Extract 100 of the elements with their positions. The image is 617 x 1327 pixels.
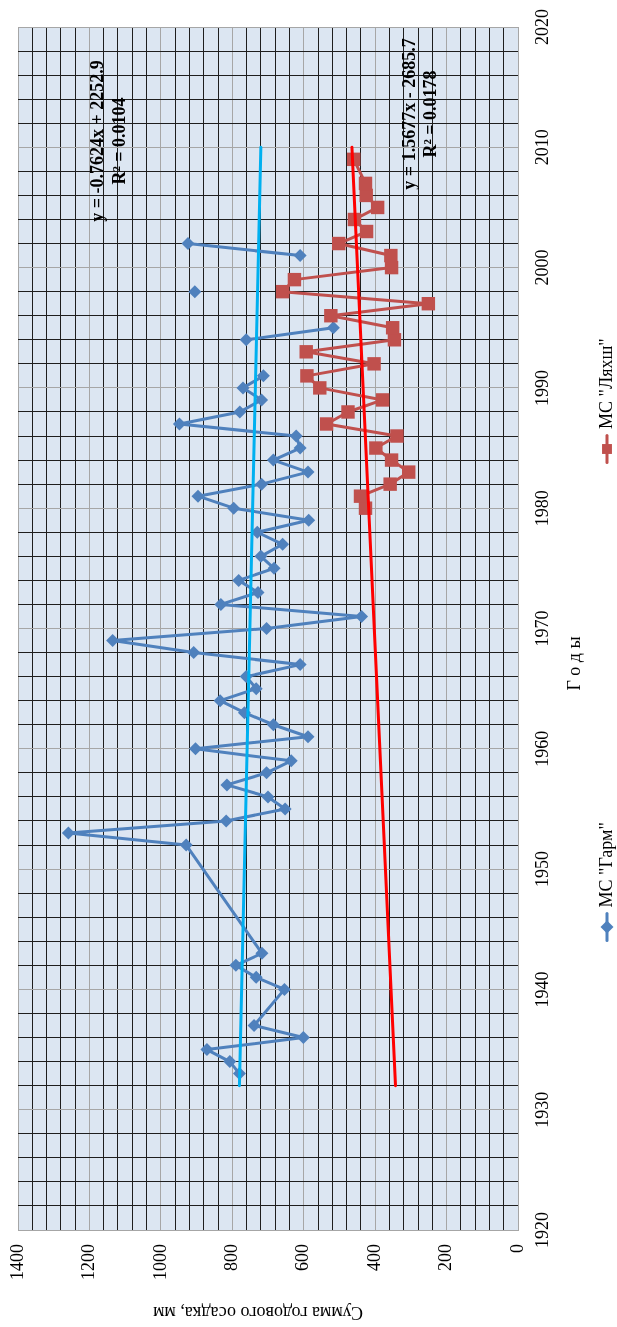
point	[181, 237, 195, 251]
point	[213, 694, 227, 708]
point	[293, 658, 307, 672]
point	[293, 249, 307, 263]
point	[302, 513, 316, 527]
point	[353, 489, 368, 503]
point	[385, 321, 400, 335]
x-tick-label: 1400	[6, 1244, 27, 1280]
point	[390, 429, 404, 443]
point	[267, 561, 281, 575]
y-axis-title: Г о д ы	[563, 636, 584, 691]
y-tick-label: 2020	[531, 9, 552, 45]
y-tick-label: 1950	[531, 851, 552, 888]
y-tick-label: 2010	[531, 129, 552, 166]
x-tick-label: 1200	[78, 1244, 99, 1280]
y-tick-label: 1920	[531, 1212, 552, 1248]
point	[249, 682, 263, 696]
text: МС "Гарм"	[595, 822, 616, 908]
point	[227, 501, 241, 515]
y-tick-label: 1990	[531, 369, 552, 406]
x-tick-label: 1000	[149, 1244, 170, 1280]
x-tick-label: 200	[435, 1244, 456, 1271]
point	[200, 1043, 214, 1057]
point	[359, 188, 373, 203]
point	[319, 417, 334, 431]
point	[284, 754, 298, 768]
point	[247, 1018, 261, 1032]
point	[369, 441, 383, 455]
y-tick-label: 1970	[531, 610, 552, 647]
x-tick-label: 600	[292, 1244, 313, 1271]
point	[260, 622, 274, 635]
point	[287, 272, 302, 287]
point	[293, 441, 307, 455]
point	[179, 838, 193, 852]
point	[106, 634, 120, 648]
point	[421, 296, 436, 311]
point	[313, 381, 327, 395]
y-tick-label: 2000	[531, 249, 552, 286]
point	[187, 646, 201, 660]
point	[384, 248, 398, 263]
point	[172, 417, 186, 431]
point	[355, 609, 369, 623]
point	[301, 465, 315, 479]
annotation: R² = 0.0178	[419, 70, 440, 158]
point	[251, 585, 265, 599]
point	[249, 970, 263, 984]
point	[256, 369, 270, 383]
point	[188, 285, 202, 299]
point	[384, 453, 399, 467]
point	[275, 284, 290, 299]
point	[300, 369, 314, 383]
point	[255, 477, 269, 491]
point	[383, 477, 397, 491]
annotation: y = -0.7624x + 2252.9	[86, 60, 107, 222]
point	[358, 176, 373, 191]
point	[402, 465, 416, 479]
point	[232, 573, 246, 587]
point	[299, 345, 313, 359]
y-tick-label: 1980	[531, 490, 552, 527]
point	[326, 321, 340, 335]
point	[220, 778, 234, 792]
point	[289, 429, 303, 443]
point	[255, 393, 269, 407]
y-tick-label: 1930	[531, 1091, 552, 1128]
point	[324, 309, 338, 323]
point	[239, 333, 253, 347]
point	[261, 790, 275, 804]
x-tick-label: 800	[221, 1244, 242, 1271]
point	[277, 982, 291, 996]
point	[276, 537, 290, 551]
y-tick-label: 1940	[531, 971, 552, 1008]
point	[236, 381, 250, 395]
annotation: R² = 0.0104	[108, 97, 129, 185]
point	[255, 946, 269, 960]
point	[219, 814, 233, 828]
point	[359, 224, 374, 239]
point	[266, 453, 280, 467]
point	[189, 742, 202, 756]
point	[367, 357, 381, 371]
x-axis-title: Сумма годового осадка, мм	[153, 1303, 363, 1324]
point	[214, 597, 228, 611]
point	[260, 766, 274, 780]
point	[370, 200, 385, 215]
point	[296, 1031, 310, 1045]
x-tick-label: 400	[363, 1244, 384, 1271]
y-tick-label: 1960	[531, 730, 552, 767]
point	[266, 718, 280, 732]
point	[332, 236, 346, 251]
point	[223, 1055, 237, 1069]
point	[191, 489, 205, 503]
point	[301, 730, 315, 744]
point	[61, 826, 75, 840]
x-tick-label: 0	[506, 1244, 527, 1253]
point	[278, 802, 292, 816]
point	[341, 405, 355, 419]
annotation: y = 1.5677x - 2685.7	[398, 38, 419, 190]
text: МС "Ляхш"	[595, 338, 616, 429]
point	[233, 405, 247, 419]
point	[375, 393, 390, 407]
point	[254, 549, 268, 563]
